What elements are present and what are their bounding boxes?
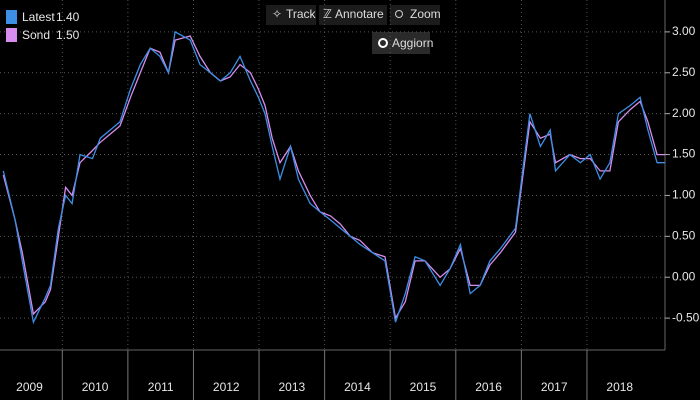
annotate-label[interactable]: Annotare [335, 7, 384, 21]
legend-swatch [6, 28, 17, 42]
series-line [2, 30, 665, 325]
legend-label: Latest [22, 10, 55, 24]
refresh-icon [378, 38, 388, 48]
legend-value: 1.40 [56, 10, 80, 24]
y-tick-label: 2.50 [672, 65, 696, 79]
series-line [2, 35, 665, 320]
y-tick-label: 3.00 [672, 24, 696, 38]
zoom-label[interactable]: Zoom [410, 7, 441, 21]
x-tick-label: 2010 [82, 380, 109, 394]
x-tick-label: 2013 [278, 380, 305, 394]
y-tick-label: 1.50 [672, 147, 696, 161]
y-tick-label: 1.00 [672, 188, 696, 202]
x-tick-label: 2014 [344, 380, 371, 394]
button-bg[interactable] [390, 5, 440, 25]
legend-label: Sond [22, 28, 50, 42]
annotate-icon: ℤ [323, 7, 332, 21]
track-icon: ✧ [272, 7, 282, 21]
button-bg[interactable] [319, 5, 387, 25]
x-tick-label: 2016 [475, 380, 502, 394]
button-bg[interactable] [372, 32, 430, 54]
refresh-label[interactable]: Aggiorn [392, 36, 433, 50]
track-label[interactable]: Track [286, 7, 317, 21]
x-tick-label: 2009 [16, 380, 43, 394]
legend-value: 1.50 [56, 28, 80, 42]
button-bg[interactable] [266, 5, 316, 25]
x-tick-label: 2011 [148, 380, 174, 394]
zoom-icon [395, 10, 403, 18]
refresh-button[interactable]: Aggiorn [372, 32, 433, 54]
annotate-button[interactable]: ℤ Annotare [319, 5, 387, 25]
x-tick-label: 2015 [410, 380, 437, 394]
legend-swatch [6, 10, 17, 24]
y-tick-label: -0.50 [672, 310, 700, 324]
x-tick-label: 2017 [541, 380, 568, 394]
zoom-button[interactable]: Zoom [390, 5, 441, 25]
y-tick-label: 0.00 [672, 269, 696, 283]
track-button[interactable]: ✧ Track [266, 5, 317, 25]
x-tick-label: 2012 [213, 380, 240, 394]
x-tick-label: 2018 [606, 380, 633, 394]
y-tick-label: 0.50 [672, 229, 696, 243]
y-tick-label: 2.00 [672, 106, 696, 120]
